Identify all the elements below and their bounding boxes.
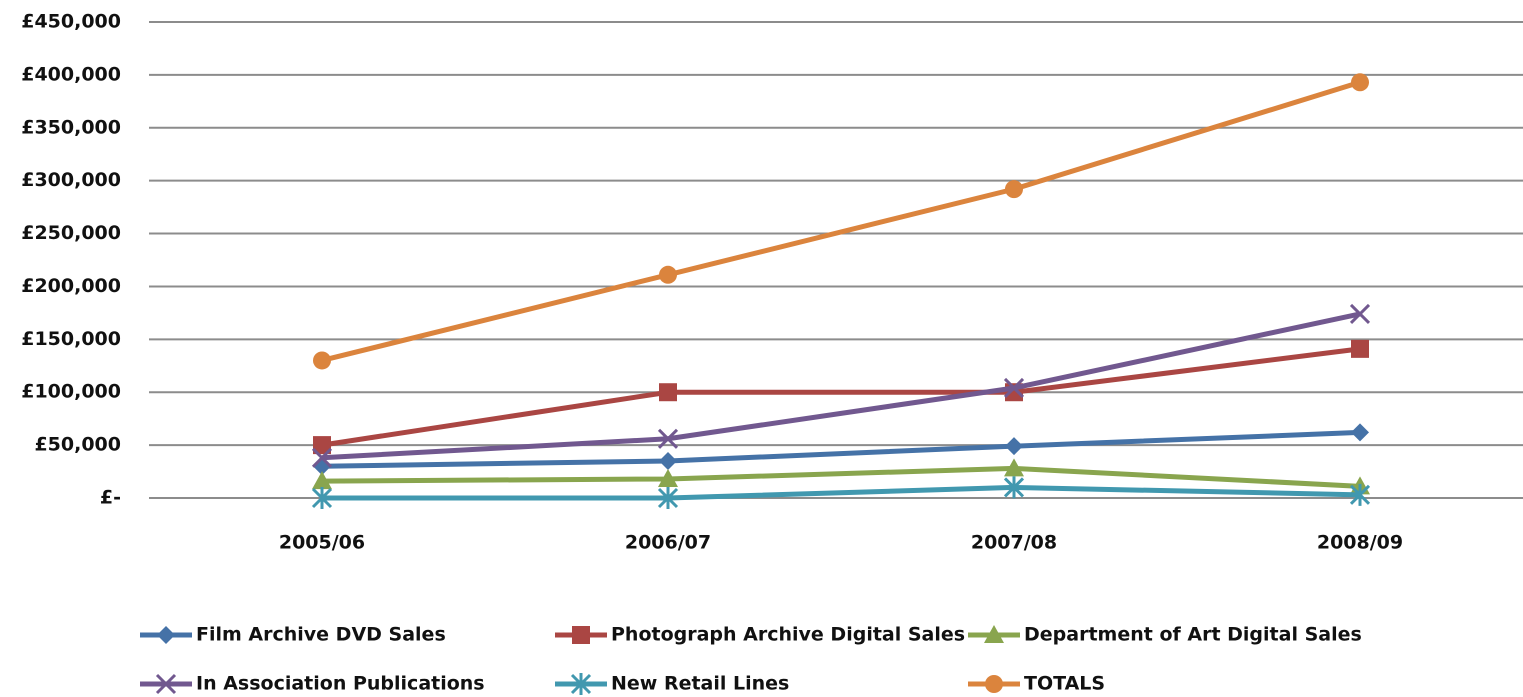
marker: [1005, 437, 1023, 456]
y-tick-label: £200,000: [21, 275, 121, 297]
series-line: [321, 429, 1361, 469]
legend-label: New Retail Lines: [611, 673, 789, 695]
marker: [659, 265, 677, 284]
x-tick-label: 2005/06: [279, 532, 365, 554]
marker: [313, 351, 331, 370]
legend-label: In Association Publications: [196, 673, 485, 695]
marker: [1003, 377, 1025, 399]
y-tick-label: £50,000: [34, 434, 121, 456]
marker: [1005, 180, 1023, 199]
marker: [1351, 73, 1369, 92]
marker: [1003, 476, 1025, 499]
marker: [572, 626, 590, 644]
marker: [1349, 303, 1371, 325]
marker: [311, 487, 333, 509]
marker: [1349, 483, 1371, 506]
marker: [985, 675, 1003, 693]
series-line: [321, 311, 1361, 461]
series-line: [321, 465, 1361, 489]
legend-label: Department of Art Digital Sales: [1024, 624, 1362, 646]
marker: [157, 626, 175, 644]
marker: [659, 383, 677, 402]
marker: [1351, 423, 1369, 442]
y-tick-label: £350,000: [21, 116, 121, 138]
legend-label: TOTALS: [1024, 673, 1105, 695]
marker: [313, 436, 331, 455]
marker: [155, 673, 177, 695]
y-tick-label: £400,000: [21, 63, 121, 85]
series-line: [322, 484, 1361, 501]
marker: [658, 468, 678, 487]
marker: [984, 625, 1004, 643]
y-tick-label: £-: [100, 487, 121, 509]
marker: [657, 487, 679, 509]
x-tick-label: 2007/08: [971, 532, 1057, 554]
marker: [1004, 458, 1024, 477]
marker: [311, 447, 333, 468]
legend-label: Photograph Archive Digital Sales: [611, 624, 965, 646]
marker: [659, 451, 677, 470]
y-tick-label: £100,000: [21, 381, 121, 403]
marker: [312, 471, 332, 490]
x-tick-label: 2008/09: [1317, 532, 1403, 554]
legend-label: Film Archive DVD Sales: [196, 624, 446, 646]
marker: [1351, 339, 1369, 358]
y-tick-label: £250,000: [21, 222, 121, 244]
y-tick-label: £450,000: [21, 11, 121, 33]
marker: [570, 673, 592, 695]
marker: [657, 428, 679, 449]
y-tick-label: £150,000: [21, 328, 121, 350]
series-line: [321, 346, 1361, 448]
series-line: [321, 79, 1361, 363]
x-tick-label: 2006/07: [625, 532, 711, 554]
y-tick-label: £300,000: [21, 169, 121, 191]
